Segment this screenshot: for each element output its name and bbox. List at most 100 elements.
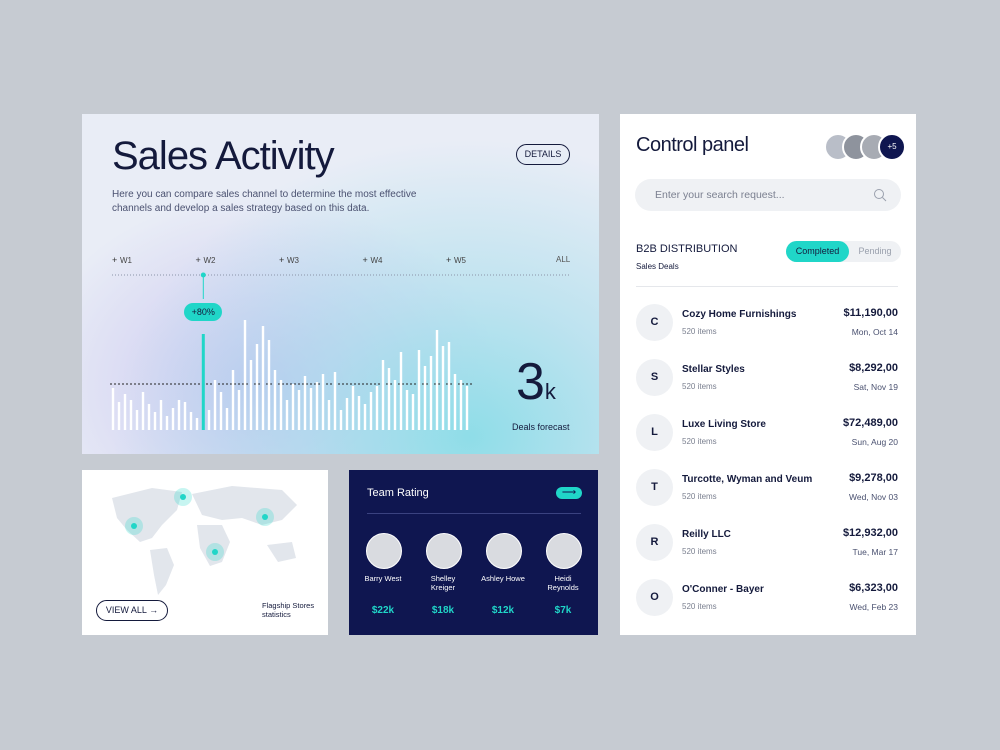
view-all-label: VIEW ALL — [105, 605, 147, 615]
bar — [231, 370, 235, 430]
bar — [405, 390, 409, 430]
deal-amount: $72,489,00 — [842, 417, 898, 429]
bar-chart: + W1 + W2 + W3 + W4 + W5 — [110, 255, 569, 430]
bar — [381, 360, 385, 430]
divider — [636, 286, 898, 287]
week-plus: + — [363, 255, 368, 265]
bar — [279, 380, 283, 430]
bar — [321, 374, 325, 430]
member-name: Heidi Reynolds — [547, 574, 579, 592]
bar — [315, 382, 319, 430]
member-value: $7k — [554, 605, 572, 616]
bar — [129, 400, 133, 430]
bar — [333, 372, 337, 430]
highlight-dot — [200, 272, 206, 278]
avatar-more[interactable]: +5 — [878, 133, 906, 161]
bar — [357, 396, 361, 430]
description: Here you can compare sales channel to de… — [112, 189, 417, 214]
week-label: W1 — [120, 256, 133, 265]
all-label[interactable]: ALL — [556, 255, 571, 264]
search-box[interactable]: Enter your search request... — [635, 179, 901, 211]
deal-name: Luxe Living Store — [682, 419, 766, 430]
deal-date: Sun, Aug 20 — [851, 437, 898, 447]
forecast-number: 3 — [516, 353, 545, 411]
member-avatar — [546, 533, 582, 569]
section-subtitle: Sales Deals — [636, 262, 679, 271]
deal-items: 520 items — [682, 327, 717, 336]
bar — [363, 404, 367, 430]
bar — [147, 404, 151, 430]
bar — [177, 400, 181, 430]
bar — [165, 416, 169, 430]
week-plus: + — [279, 255, 284, 265]
week-label: W4 — [371, 256, 384, 265]
view-all-button[interactable]: VIEW ALL → — [96, 600, 168, 621]
deal-amount: $12,932,00 — [842, 527, 898, 539]
deal-initial: O — [636, 579, 673, 616]
bar — [459, 380, 463, 430]
bar — [237, 390, 241, 430]
forecast-unit: k — [544, 379, 556, 404]
sales-card: Sales Activity DETAILS Here you can comp… — [82, 114, 599, 454]
deal-initial: R — [636, 524, 673, 561]
deal-items: 520 items — [682, 547, 717, 556]
deal-initial: S — [636, 359, 673, 396]
deal-amount: $9,278,00 — [849, 472, 898, 484]
week-plus: + — [196, 255, 201, 265]
control-panel: Control panel +5 Enter your search reque… — [620, 114, 916, 635]
bar — [267, 340, 271, 430]
team-card: Team Rating ⟶ Barry West $22k Shelley Krei… — [349, 470, 598, 635]
member-avatar — [426, 533, 462, 569]
bar — [465, 386, 469, 430]
deal-initial: L — [636, 414, 673, 451]
title: Sales Activity — [112, 134, 335, 178]
deal-initial: C — [636, 304, 673, 341]
bar — [243, 320, 247, 430]
member-avatar — [366, 533, 402, 569]
bar — [393, 380, 397, 430]
member-name: Barry West — [364, 574, 402, 583]
member-value: $18k — [431, 605, 455, 616]
deal-items: 520 items — [682, 382, 717, 391]
week-plus: + — [446, 255, 451, 265]
deal-date: Sat, Nov 19 — [853, 382, 898, 392]
arrow-button[interactable]: ⟶ — [556, 487, 582, 499]
bar — [423, 366, 427, 430]
week-plus: + — [112, 255, 117, 265]
bar — [285, 400, 289, 430]
deal-date: Tue, Mar 17 — [852, 547, 898, 557]
deal-name: Turcotte, Wyman and Veum — [682, 474, 813, 485]
bar — [453, 374, 457, 430]
deal-name: Reilly LLC — [682, 529, 731, 540]
bar — [309, 388, 313, 430]
section-title: B2B DISTRIBUTION — [636, 243, 738, 255]
tabs: Completed Pending — [786, 241, 901, 262]
divider — [367, 513, 581, 514]
deal-items: 520 items — [682, 437, 717, 446]
search-icon — [874, 189, 887, 202]
bar — [303, 376, 307, 430]
map-card: VIEW ALL → Flagship Stores statistics — [82, 470, 328, 635]
tab-pending[interactable]: Pending — [858, 246, 892, 256]
bar — [291, 384, 295, 430]
bar — [111, 388, 115, 430]
bar — [417, 350, 421, 430]
tab-completed[interactable]: Completed — [786, 241, 849, 262]
bar — [273, 370, 277, 430]
bar — [345, 398, 349, 430]
bar — [123, 394, 127, 430]
details-button[interactable]: DETAILS — [516, 144, 570, 165]
bar — [189, 412, 193, 430]
deal-initial: T — [636, 469, 673, 506]
bar — [447, 342, 451, 430]
bar — [399, 352, 403, 430]
deal-date: Mon, Oct 14 — [851, 327, 898, 337]
bar — [195, 418, 199, 430]
bar — [441, 346, 445, 430]
deal-items: 520 items — [682, 602, 717, 611]
bar — [261, 326, 265, 430]
map-caption: Flagship Stores statistics — [262, 601, 315, 619]
member-name: Ashley Howe — [481, 574, 525, 583]
bar — [171, 408, 175, 430]
